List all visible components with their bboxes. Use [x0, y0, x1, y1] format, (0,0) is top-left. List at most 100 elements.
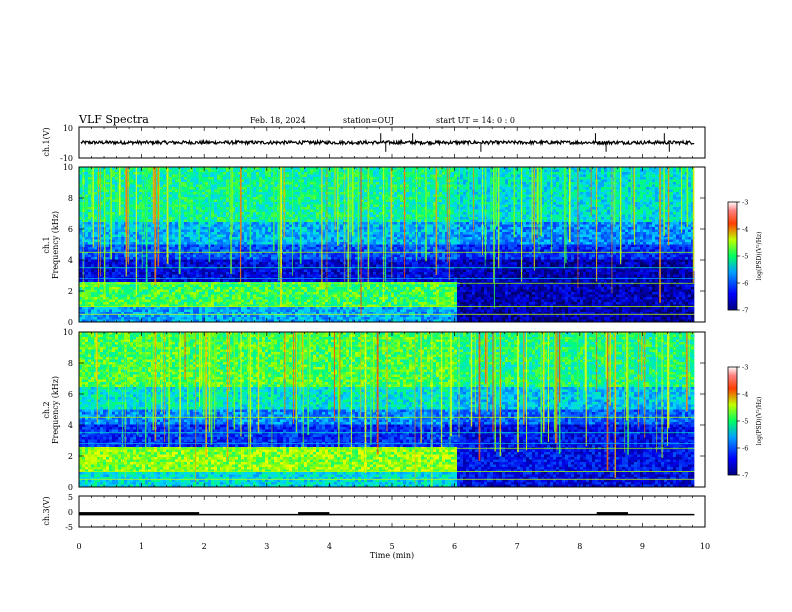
spec-cell	[373, 184, 377, 188]
spec-cell	[136, 212, 140, 215]
spec-cell	[631, 207, 635, 210]
spec-cell	[598, 202, 602, 205]
spec-cell	[133, 174, 137, 178]
spec-cell	[487, 192, 491, 195]
spec-cell	[466, 187, 470, 190]
spec-cell	[541, 202, 545, 205]
spec-cell	[394, 187, 398, 190]
spec-cell	[496, 224, 500, 228]
spec-cell	[388, 199, 392, 203]
spec-cell	[172, 192, 176, 195]
spec-cell	[508, 202, 512, 205]
spec-cell	[373, 217, 377, 220]
spec-cell	[355, 192, 359, 195]
spec-cell	[139, 214, 143, 218]
spec-cell	[643, 207, 647, 210]
spec-cell	[199, 189, 203, 193]
spec-cell	[253, 197, 257, 200]
spec-cell	[469, 194, 473, 198]
spec-cell	[409, 187, 413, 190]
spec-cell	[196, 204, 200, 208]
spec-cell	[451, 169, 455, 173]
spec-cell	[397, 179, 401, 183]
spec-cell	[205, 224, 209, 228]
spec-cell	[538, 172, 542, 175]
spec-cell	[193, 174, 197, 178]
spec-cell	[421, 169, 425, 173]
spec-cell	[244, 187, 248, 190]
spec-cell	[385, 222, 389, 225]
spec-cell	[496, 182, 500, 185]
spec-cell	[301, 177, 305, 180]
spec-cell	[538, 179, 542, 183]
spec-cell	[409, 217, 413, 220]
spec-cell	[256, 174, 260, 178]
spec-cell	[454, 197, 458, 200]
spec-cell	[142, 214, 146, 218]
spec-cell	[139, 184, 143, 188]
spec-cell	[604, 204, 608, 208]
spec-cell	[553, 187, 557, 190]
spec-cell	[193, 207, 197, 210]
spec-cell	[226, 199, 230, 203]
spec-cell	[94, 212, 98, 215]
spec-cell	[247, 214, 251, 218]
spec-cell	[622, 167, 626, 170]
spec-cell	[535, 187, 539, 190]
spec-cell	[661, 192, 665, 195]
spec-cell	[391, 204, 395, 208]
spec-cell	[133, 209, 137, 213]
spec-cell	[634, 192, 638, 195]
spec-cell	[580, 194, 584, 198]
spec-cell	[625, 214, 629, 218]
spec-cell	[247, 224, 251, 228]
spec-cell	[643, 182, 647, 185]
spec-cell	[307, 187, 311, 190]
spec-cell	[502, 224, 506, 228]
spec-cell	[604, 209, 608, 213]
spec-cell	[352, 174, 356, 178]
spec-cell	[517, 192, 521, 195]
spec-cell	[511, 224, 515, 228]
spec-cell	[553, 169, 557, 173]
spec-cell	[604, 207, 608, 210]
spec-cell	[592, 177, 596, 180]
spec-cell	[580, 174, 584, 178]
spec-cell	[571, 217, 575, 220]
spec-cell	[238, 182, 242, 185]
spec-cell	[220, 197, 224, 200]
spec-cell	[664, 212, 668, 215]
spec-cell	[451, 192, 455, 195]
spec-cell	[553, 172, 557, 175]
spec-cell	[652, 182, 656, 185]
spec-cell	[301, 199, 305, 203]
spec-cell	[304, 182, 308, 185]
spec-cell	[583, 199, 587, 203]
spec-cell	[613, 207, 617, 210]
spec-cell	[487, 184, 491, 188]
spec-cell	[556, 224, 560, 228]
spec-cell	[646, 199, 650, 203]
spec-cell	[88, 219, 92, 223]
spec-cell	[370, 192, 374, 195]
spec-cell	[655, 182, 659, 185]
spec-cell	[241, 192, 245, 195]
spec-cell	[205, 212, 209, 215]
spec-cell	[385, 204, 389, 208]
spec-cell	[316, 222, 320, 225]
spec-cell	[676, 194, 680, 198]
spec-cell	[220, 199, 224, 203]
spec-cell	[256, 219, 260, 223]
spec-cell	[673, 194, 677, 198]
spec-cell	[292, 174, 296, 178]
spec-cell	[268, 189, 272, 193]
spec-cell	[664, 167, 668, 170]
spec-cell	[430, 167, 434, 170]
spec-cell	[199, 219, 203, 223]
spec-cell	[160, 172, 164, 175]
spec-cell	[643, 209, 647, 213]
spec-cell	[538, 217, 542, 220]
spec-cell	[301, 214, 305, 218]
spec-cell	[547, 204, 551, 208]
spec-cell	[652, 172, 656, 175]
